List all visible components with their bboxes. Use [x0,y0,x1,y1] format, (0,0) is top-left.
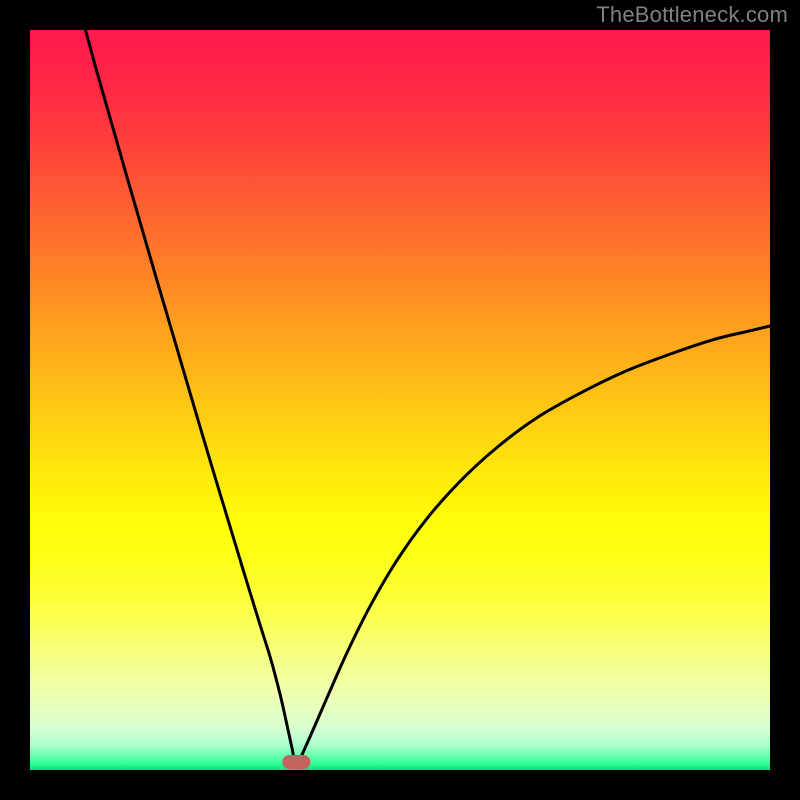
optimal-marker [282,755,310,769]
bottleneck-chart [0,0,800,800]
plot-background [30,30,770,770]
chart-container: { "watermark": { "text": "TheBottleneck.… [0,0,800,800]
